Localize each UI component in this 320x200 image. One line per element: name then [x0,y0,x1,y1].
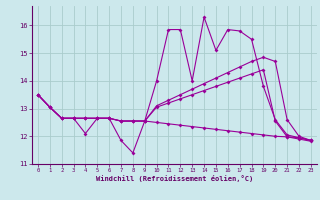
X-axis label: Windchill (Refroidissement éolien,°C): Windchill (Refroidissement éolien,°C) [96,175,253,182]
